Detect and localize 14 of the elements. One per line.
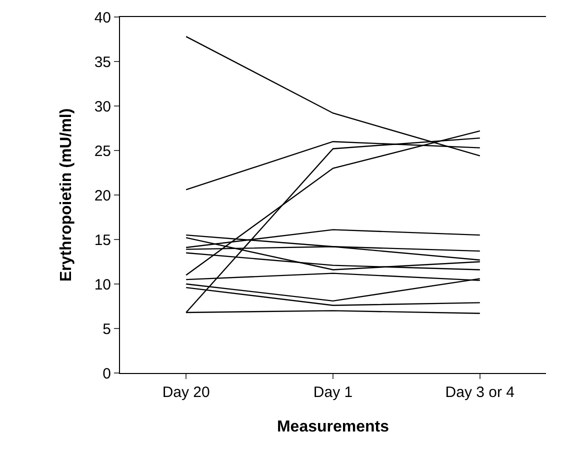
y-tick-label: 5 (102, 320, 111, 338)
x-tick-label: Day 3 or 4 (445, 384, 514, 401)
y-tick-label: 10 (94, 276, 111, 294)
y-tick-label: 15 (94, 232, 111, 249)
y-tick-label: 0 (102, 365, 111, 382)
x-tick-label: Day 1 (313, 384, 353, 401)
y-tick-label: 35 (94, 54, 111, 71)
y-tick-label: 25 (94, 142, 111, 160)
x-axis-title: Measurements (276, 418, 390, 436)
y-tick-label: 30 (94, 98, 111, 116)
x-tick-label: Day 20 (162, 384, 210, 401)
y-axis-title: Erythropoietin (mU/ml) (58, 108, 76, 282)
y-tick-label: 20 (94, 187, 111, 204)
y-tick-label: 40 (94, 9, 111, 26)
